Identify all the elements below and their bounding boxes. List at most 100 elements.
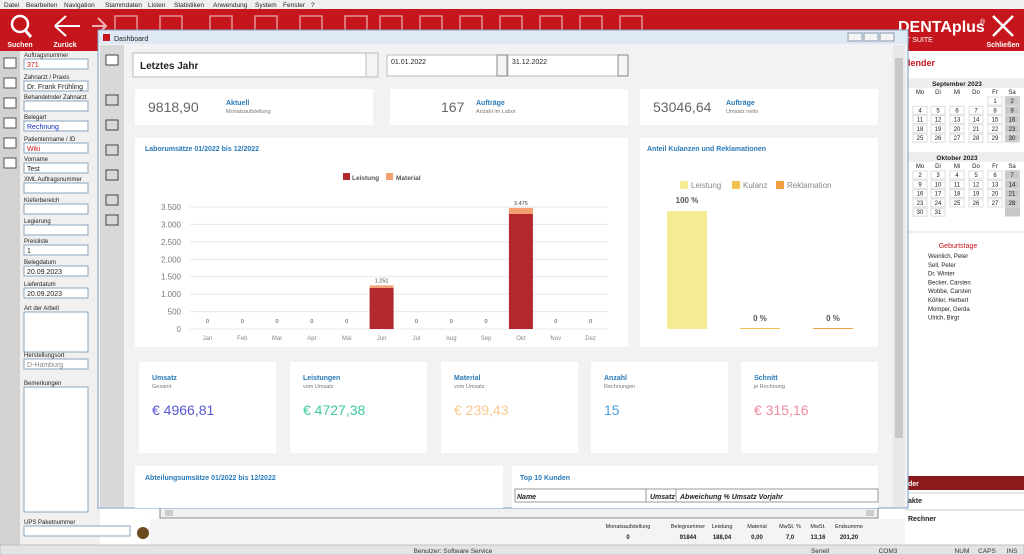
column-header[interactable]: Abweichung % Umsatz Vorjahr [679, 494, 784, 501]
field-input[interactable] [23, 386, 89, 513]
day-cell[interactable] [987, 170, 1003, 180]
day-cell[interactable] [949, 133, 965, 143]
field-input[interactable] [23, 525, 131, 537]
scroll-arrow[interactable] [866, 510, 874, 516]
close-icon[interactable] [992, 15, 1014, 37]
dashboard-nav[interactable] [105, 94, 119, 106]
field-input[interactable] [23, 265, 89, 277]
dashboard-nav[interactable] [105, 54, 119, 66]
dashboard-nav[interactable] [105, 144, 119, 156]
field-input[interactable] [23, 182, 89, 194]
field-input[interactable] [23, 142, 89, 154]
search-icon[interactable] [10, 14, 30, 34]
dashboard-nav[interactable] [105, 119, 119, 131]
menu-item[interactable]: Navigation [64, 2, 95, 9]
menu-item[interactable]: ? [311, 2, 315, 9]
day-cell[interactable] [949, 198, 965, 208]
menu-item[interactable]: Stammdaten [105, 2, 142, 9]
day-cell[interactable] [912, 115, 928, 125]
scroll-arrow[interactable] [165, 510, 173, 516]
toolbar-label[interactable]: Zurück [53, 42, 76, 49]
day-cell[interactable] [968, 170, 984, 180]
day-cell[interactable] [1004, 133, 1020, 143]
day-cell[interactable] [987, 133, 1003, 143]
day-cell[interactable] [930, 179, 946, 189]
day-cell[interactable] [968, 133, 984, 143]
day-cell[interactable] [949, 189, 965, 199]
day-cell[interactable] [949, 124, 965, 134]
day-cell[interactable] [930, 207, 946, 217]
window-button[interactable] [863, 32, 879, 42]
menu-item[interactable]: Statistiken [174, 2, 204, 9]
dashboard-nav[interactable] [105, 194, 119, 206]
day-cell[interactable] [930, 170, 946, 180]
h-scrollbar[interactable] [159, 507, 879, 519]
day-cell[interactable] [1004, 96, 1020, 106]
day-cell[interactable] [1004, 189, 1020, 199]
day-cell[interactable] [1004, 179, 1020, 189]
menu-item[interactable]: Anwendung [213, 2, 248, 9]
column-header[interactable]: Name [517, 494, 536, 501]
day-cell[interactable] [949, 105, 965, 115]
side-item[interactable]: der [908, 481, 919, 488]
field-input[interactable] [23, 244, 89, 256]
menu-item[interactable]: Bearbeiten [26, 2, 58, 9]
day-cell[interactable] [1004, 115, 1020, 125]
window-button[interactable] [847, 32, 863, 42]
day-cell[interactable] [949, 179, 965, 189]
day-cell[interactable] [930, 189, 946, 199]
day-cell[interactable] [987, 115, 1003, 125]
field-input[interactable] [23, 224, 89, 236]
back-icon[interactable] [54, 15, 80, 37]
sidebar-icon[interactable] [3, 77, 17, 89]
day-cell[interactable] [1004, 105, 1020, 115]
field-input[interactable] [23, 203, 89, 215]
day-cell[interactable] [912, 189, 928, 199]
day-cell[interactable] [912, 179, 928, 189]
field-input[interactable] [23, 358, 89, 370]
period-select[interactable] [132, 52, 379, 78]
spinner[interactable] [617, 54, 629, 77]
select-arrow[interactable] [365, 52, 379, 78]
side-item[interactable]: akte [908, 498, 922, 505]
menu-item[interactable]: Listen [148, 2, 166, 9]
day-cell[interactable] [968, 115, 984, 125]
day-cell[interactable] [987, 198, 1003, 208]
day-cell[interactable] [930, 115, 946, 125]
window-button[interactable] [879, 32, 895, 42]
day-cell[interactable] [912, 124, 928, 134]
menu-item[interactable]: System [255, 2, 277, 9]
day-cell[interactable] [912, 105, 928, 115]
column-header[interactable]: Umsatz [650, 494, 675, 501]
field-input[interactable] [23, 120, 89, 132]
day-cell[interactable] [912, 207, 928, 217]
day-cell[interactable] [968, 189, 984, 199]
side-item[interactable]: Rechner [908, 516, 936, 523]
day-cell[interactable] [949, 115, 965, 125]
field-input[interactable] [23, 100, 89, 112]
day-cell[interactable] [930, 105, 946, 115]
day-cell[interactable] [968, 105, 984, 115]
day-cell[interactable] [987, 179, 1003, 189]
day-cell[interactable] [930, 133, 946, 143]
day-cell[interactable] [968, 124, 984, 134]
field-input[interactable] [23, 162, 89, 174]
day-cell[interactable] [930, 124, 946, 134]
toolbar-label[interactable]: Schließen [986, 42, 1019, 49]
day-cell[interactable] [930, 198, 946, 208]
dashboard-nav[interactable] [105, 169, 119, 181]
field-input[interactable] [23, 80, 89, 92]
day-cell[interactable] [1004, 198, 1020, 208]
day-cell[interactable] [912, 198, 928, 208]
field-input[interactable] [23, 58, 89, 70]
day-cell[interactable] [987, 96, 1003, 106]
day-cell[interactable] [1004, 170, 1020, 180]
menu-item[interactable]: Datei [4, 2, 19, 9]
spinner[interactable] [496, 54, 508, 77]
sidebar-icon[interactable] [3, 97, 17, 109]
sidebar-icon[interactable] [3, 137, 17, 149]
day-cell[interactable] [912, 170, 928, 180]
day-cell[interactable] [987, 189, 1003, 199]
scroll-thumb[interactable] [895, 58, 903, 438]
sidebar-icon[interactable] [3, 57, 17, 69]
